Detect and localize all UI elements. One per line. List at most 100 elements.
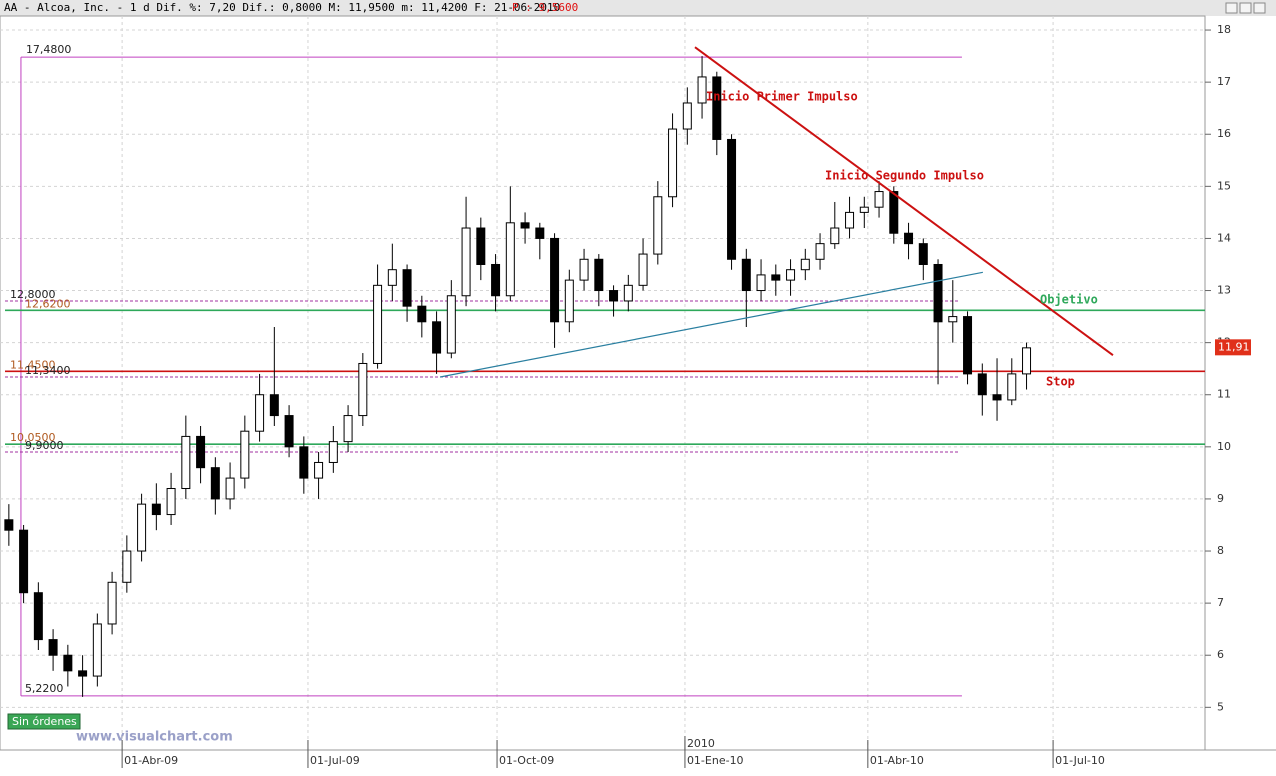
last-price-label: 11,91	[1218, 340, 1250, 353]
candle-body	[977, 373, 987, 396]
candle-body	[623, 284, 633, 302]
status-text: Sin órdenes	[12, 715, 77, 728]
candle-body	[417, 305, 427, 323]
candle-body	[78, 670, 88, 677]
candle-body	[432, 321, 442, 354]
candle-body	[948, 316, 958, 323]
y-tick-label: 9	[1217, 492, 1224, 505]
candle-body	[284, 415, 294, 448]
chart-title: AA - Alcoa, Inc. - 1 d Dif. %: 7,20 Dif.…	[4, 1, 560, 14]
candle-body	[579, 258, 589, 281]
level-label: 11,4500	[10, 358, 56, 371]
candle-body	[535, 227, 545, 239]
candle-body	[387, 269, 397, 286]
range-high-label: 17,4800	[26, 43, 72, 56]
candle-body	[255, 394, 265, 432]
close-button[interactable]	[1253, 2, 1266, 14]
y-tick-label: 8	[1217, 544, 1224, 557]
trendline	[439, 271, 983, 378]
candle-body	[786, 269, 796, 281]
candle-body	[402, 269, 412, 307]
candle-body	[92, 623, 102, 677]
x-tick-label: 01-Abr-10	[870, 754, 924, 767]
year-label: 2010	[687, 737, 715, 750]
candle-body	[963, 316, 973, 375]
candle-body	[314, 461, 324, 479]
x-tick-label: 01-Oct-09	[499, 754, 554, 767]
candle-body	[505, 222, 515, 297]
candle-body	[933, 263, 943, 323]
candle-body	[638, 253, 648, 286]
candle-body	[461, 227, 471, 297]
candle-body	[653, 196, 663, 255]
y-tick-label: 15	[1217, 179, 1231, 192]
level-label: 12,8000	[10, 288, 56, 301]
candle-body	[491, 263, 501, 297]
candle-body	[756, 274, 766, 292]
level-label: 11,3400	[25, 364, 71, 377]
watermark: www.visualchart.com	[76, 730, 233, 745]
candle-body	[269, 394, 279, 417]
range-low-label: 5,2200	[25, 682, 64, 695]
candle-body	[446, 295, 456, 354]
y-tick-label: 16	[1217, 127, 1231, 140]
y-tick-label: 14	[1217, 231, 1231, 244]
title-price: P : 9,5600	[512, 1, 578, 14]
candle-body	[697, 76, 707, 104]
candle-body	[122, 550, 132, 583]
x-tick-label: 01-Jul-09	[310, 754, 360, 767]
candle-body	[682, 102, 692, 130]
candle-body	[1007, 373, 1017, 401]
candle-body	[800, 258, 810, 271]
candle-body	[4, 519, 14, 531]
candle-body	[815, 243, 825, 260]
candle-body	[358, 362, 368, 417]
candle-body	[741, 258, 751, 292]
candle-body	[137, 503, 147, 552]
candle-body	[992, 394, 1002, 401]
candle-body	[904, 232, 914, 245]
candle-body	[550, 237, 560, 323]
candle-body	[727, 138, 737, 260]
candle-body	[373, 284, 383, 364]
status-box	[7, 713, 81, 730]
candle-body	[874, 191, 884, 208]
level-label: 10,0500	[10, 431, 56, 444]
trendline	[694, 46, 1114, 356]
maximize-button[interactable]	[1239, 2, 1252, 14]
candle-body	[520, 222, 530, 229]
y-tick-label: 6	[1217, 648, 1224, 661]
candle-body	[889, 191, 899, 234]
candle-body	[668, 128, 678, 198]
y-tick-label: 5	[1217, 700, 1224, 713]
y-tick-label: 13	[1217, 284, 1231, 297]
candle-body	[918, 243, 928, 265]
candle-body	[712, 76, 722, 140]
candle-body	[299, 446, 309, 479]
candle-body	[181, 435, 191, 490]
candle-body	[210, 467, 220, 500]
candle-body	[1022, 347, 1032, 375]
candle-body	[564, 279, 574, 323]
annotation: Inicio Primer Impulso	[706, 90, 858, 104]
y-tick-label: 10	[1217, 440, 1231, 453]
annotation: Inicio Segundo Impulso	[825, 169, 984, 183]
minimize-button[interactable]	[1225, 2, 1238, 14]
window-buttons[interactable]	[1225, 2, 1266, 14]
y-tick-label: 11	[1217, 388, 1231, 401]
header-bar	[0, 0, 1276, 16]
y-tick-label: 18	[1217, 23, 1231, 36]
x-tick-label: 01-Jul-10	[1055, 754, 1105, 767]
candle-body	[594, 258, 604, 292]
annotation: Objetivo	[1040, 293, 1098, 307]
candle-body	[845, 211, 855, 229]
y-tick-label: 17	[1217, 75, 1231, 88]
level-label: 9,9000	[25, 439, 64, 452]
plot-area	[0, 15, 1206, 751]
candle-body	[33, 592, 43, 641]
annotation: Stop	[1046, 375, 1075, 389]
candle-body	[859, 206, 869, 213]
x-tick-label: 01-Abr-09	[124, 754, 178, 767]
